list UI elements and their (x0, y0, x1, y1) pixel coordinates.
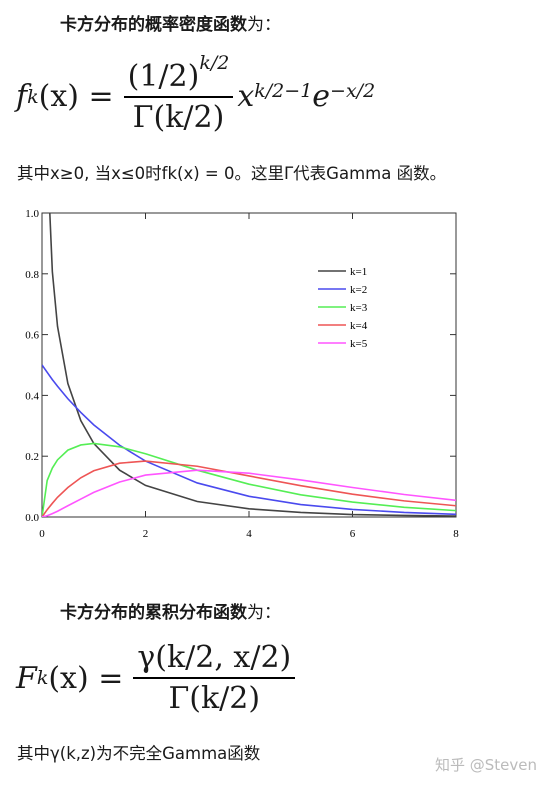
formula-text: (x) = (48, 660, 124, 696)
y-tick-label: 0.8 (25, 269, 39, 281)
formula-text: x (237, 79, 255, 114)
note: 其中x≥0, 当x≤0时fk(x) = 0。这里Γ代表Gamma 函数。 (17, 164, 447, 183)
heading-rest: 为： (247, 603, 281, 623)
data-line (42, 460, 456, 517)
y-tick-label: 0.0 (25, 512, 39, 524)
heading-bold: 卡方分布的概率密度函数 (60, 15, 247, 35)
x-tick-label: 6 (350, 528, 356, 540)
formula-text: Γ(k/2) (132, 100, 225, 135)
formula-text: F (16, 660, 37, 696)
fraction: γ(k/2, x/2) Γ(k/2) (133, 640, 296, 716)
legend-label: k=2 (350, 284, 367, 296)
formula-text: e (312, 79, 331, 114)
formula-text: Γ(k/2) (168, 681, 261, 716)
heading-rest: 为： (247, 15, 281, 35)
x-tick-label: 2 (143, 528, 149, 540)
chart: 0.0 0.2 0.4 0.6 0.8 1.0 0 2 4 6 8 k=1 k=2 k=3 k=4 k=5 (25, 208, 459, 540)
x-tick-label: 4 (246, 528, 252, 540)
formula-text: −x/2 (330, 79, 376, 102)
formula-text: (x) = (38, 79, 114, 114)
note: 其中γ(k,z)为不完全Gamma函数 (17, 744, 261, 763)
formula-text: γ(k/2, x/2) (133, 640, 296, 679)
data-line (42, 364, 456, 516)
plot-frame (41, 212, 457, 518)
legend-label: k=1 (350, 266, 367, 278)
formula-text: (1/2) (127, 59, 200, 94)
legend-label: k=5 (350, 338, 368, 350)
data-line (42, 469, 456, 517)
watermark: 知乎 @Steven (434, 756, 537, 774)
y-tick-label: 0.6 (25, 330, 39, 342)
heading-bold: 卡方分布的累积分布函数 (60, 603, 247, 623)
fraction: (1/2)k/2 Γ(k/2) (123, 52, 234, 135)
heading: 卡方分布的概率密度函数为： (60, 10, 281, 35)
x-tick-label: 8 (453, 528, 459, 540)
heading: 卡方分布的累积分布函数为： (60, 598, 281, 623)
y-tick-label: 1.0 (25, 208, 39, 220)
formula-text: k/2−1 (254, 79, 313, 102)
pdf-formula: f k (x) = (1/2)k/2 Γ(k/2) x k/2−1 e −x/2 (16, 52, 376, 135)
formula-text: k (27, 85, 39, 108)
y-tick-label: 0.2 (25, 451, 39, 463)
legend-label: k=3 (350, 302, 368, 314)
data-line (49, 213, 456, 517)
formula-text: f (16, 79, 28, 114)
data-line (42, 442, 456, 517)
formula-text: k (36, 667, 49, 689)
formula-text: k/2 (199, 52, 230, 74)
legend-label: k=4 (350, 320, 368, 332)
y-tick-label: 0.4 (25, 390, 39, 402)
x-tick-label: 0 (39, 528, 45, 540)
